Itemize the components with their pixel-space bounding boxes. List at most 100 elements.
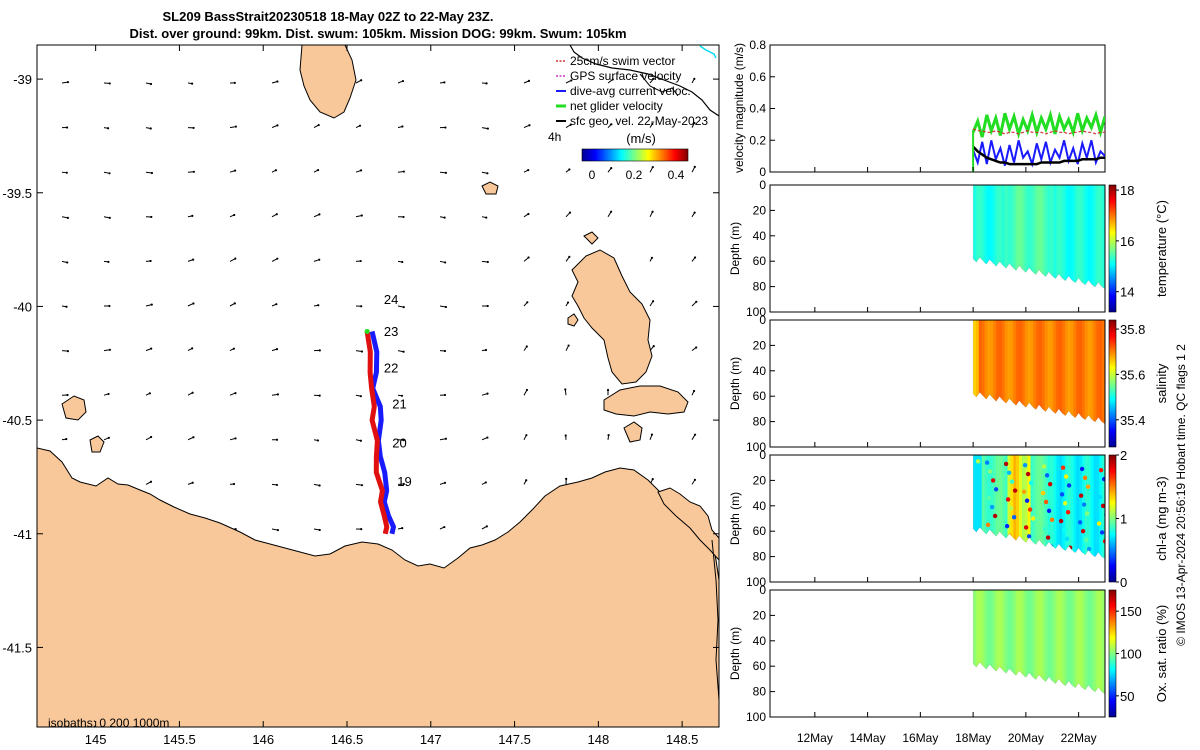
land-hunter-island (61, 395, 87, 421)
chl-sample (1061, 527, 1067, 533)
section-column (1001, 590, 1006, 694)
colorbar-label: chl-a (mg m-3) (1154, 476, 1169, 561)
colorbar-tick-label: 16 (1120, 234, 1134, 249)
chl-sample (1104, 485, 1105, 491)
land-three-hummock (89, 435, 105, 453)
current-vector (649, 256, 654, 262)
chl-sample (1097, 494, 1103, 500)
current-vector (439, 481, 447, 485)
section-column (1007, 320, 1011, 424)
section-panel-salinity: 0 20 40 60 80 100 Depth (m) 35.4 35.6 35.8 salinit… (728, 313, 1169, 454)
colorbar-tick-label: 35.4 (1120, 413, 1145, 428)
chl-sample (1012, 488, 1018, 493)
colorbar-label: salinity (1154, 363, 1169, 403)
section-column (1096, 320, 1100, 424)
section-column (1033, 455, 1037, 559)
section-column (973, 185, 977, 289)
section-data (972, 590, 1105, 695)
section-column (973, 455, 977, 559)
current-vector (439, 525, 446, 530)
section-column (1079, 320, 1083, 424)
section-column (993, 455, 997, 559)
section-column (1021, 185, 1026, 289)
section-column (1010, 590, 1014, 694)
chl-sample (1083, 537, 1089, 543)
section-column (1004, 320, 1009, 424)
current-vector (565, 301, 570, 307)
section-column (998, 185, 1003, 289)
current-vector (355, 394, 362, 398)
depth-tick-label: 20 (753, 608, 767, 622)
current-vector (439, 171, 448, 174)
map-colorbar-tick: 0 (589, 168, 596, 182)
depth-axis-label: Depth (m) (728, 627, 742, 680)
velocity-ylabel: velocity magnitude (m/s) (732, 43, 746, 173)
current-vector (649, 122, 654, 128)
section-column (1004, 185, 1009, 289)
current-vector (649, 165, 654, 173)
section-column (987, 320, 991, 424)
land-tasmania-east (657, 487, 719, 561)
section-column (1067, 320, 1072, 424)
current-vector (271, 257, 279, 262)
map-colorbar (581, 148, 689, 162)
current-vector (187, 436, 195, 441)
chl-sample (1043, 499, 1049, 505)
colorbar-tick-label: 35.8 (1120, 322, 1145, 337)
section-column (976, 455, 980, 559)
current-vector (313, 439, 320, 442)
section-column (1099, 320, 1103, 424)
section-colorbar (1108, 589, 1117, 718)
map-x-tick-label: 147 (420, 732, 442, 747)
current-vector (565, 344, 570, 351)
section-column (1024, 185, 1029, 289)
section-column (1001, 320, 1006, 424)
section-column (1070, 590, 1075, 694)
map-colorbar-tick: 0.2 (626, 168, 643, 182)
current-vector (145, 171, 154, 175)
footer-credit: © IMOS 13-Apr-2024 20:56:19 Hobart time.… (1174, 344, 1188, 646)
section-column (1059, 185, 1063, 289)
chl-sample (1040, 490, 1046, 496)
map-colorbar-label: (m/s) (626, 131, 656, 146)
section-column (1010, 320, 1014, 424)
title-line-1: SL209 BassStrait20230518 18-May 02Z to 2… (163, 9, 494, 24)
section-column (1067, 185, 1072, 289)
depth-tick-label: 80 (753, 685, 767, 699)
section-column (1082, 590, 1086, 694)
current-vector (523, 345, 528, 351)
current-vector (187, 391, 194, 396)
current-vector (271, 393, 280, 396)
current-vector (397, 482, 405, 486)
section-column (984, 320, 989, 424)
section-column (973, 320, 977, 424)
depth-tick-label: 60 (753, 659, 767, 673)
section-column (1064, 590, 1069, 694)
section-column (1013, 455, 1017, 559)
section-column (1036, 455, 1040, 559)
depth-tick-label: 20 (753, 203, 767, 217)
section-column (1047, 320, 1052, 424)
current-vector (61, 350, 69, 353)
current-vector (145, 127, 152, 130)
current-vector (607, 123, 613, 128)
section-column (1036, 590, 1040, 694)
section-column (996, 320, 1000, 424)
chl-sample (1041, 464, 1047, 469)
section-column (981, 455, 986, 559)
chl-sample (1058, 518, 1064, 524)
velocity-y-tick-label: 0.8 (749, 38, 766, 52)
section-column (978, 320, 983, 424)
legend-entry-sfc-geo: sfc geo. vel. 22-May-2023 (570, 114, 708, 128)
chl-sample (1102, 539, 1105, 544)
current-vector (691, 346, 698, 352)
section-column (1027, 590, 1032, 694)
river-mark (699, 45, 717, 59)
section-column (1059, 320, 1063, 424)
current-vector (229, 302, 236, 307)
section-column (987, 455, 991, 559)
section-column (1102, 320, 1105, 424)
current-vector (565, 123, 572, 129)
time-tick-label: 22May (1061, 731, 1097, 745)
section-column (1016, 320, 1020, 424)
